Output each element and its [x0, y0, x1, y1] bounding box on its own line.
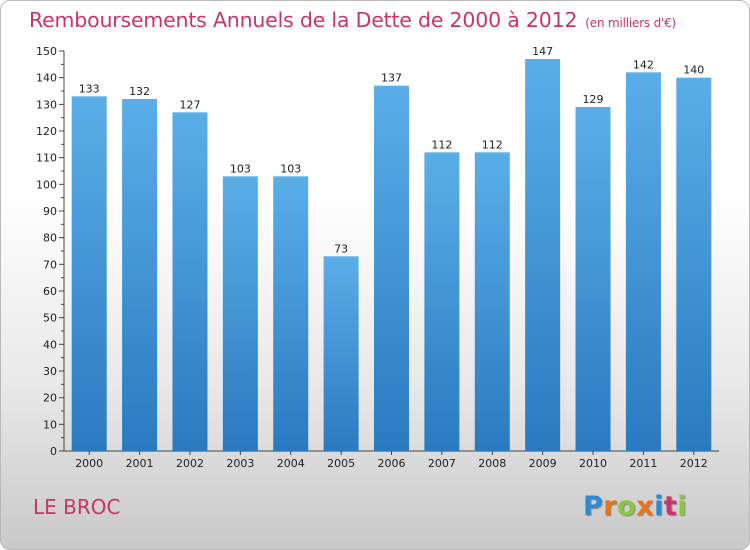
data-label: 112: [482, 138, 503, 151]
data-label: 132: [129, 85, 150, 98]
bar: [222, 176, 258, 452]
data-label: 147: [532, 45, 553, 58]
logo-letter: i: [677, 491, 688, 522]
bar: [474, 152, 510, 452]
data-label: 127: [179, 98, 200, 111]
data-label: 142: [633, 58, 654, 71]
data-label: 103: [280, 162, 301, 175]
y-tick-label: 110: [36, 152, 57, 165]
logo-letter: o: [617, 491, 637, 522]
labels: 133 132 127 103 103 73 137 112 112 147 129 142 140: [79, 45, 705, 255]
y-tick-label: 140: [36, 72, 57, 85]
logo-letter: t: [663, 491, 678, 522]
x-tick-label: 2010: [579, 457, 607, 470]
bar: [71, 96, 107, 451]
commune-name: LE BROC: [33, 495, 121, 519]
y-tick-label: 70: [43, 258, 57, 271]
bar: [625, 72, 661, 451]
x-tick-label: 2005: [327, 457, 355, 470]
y-tick-label: 40: [43, 338, 57, 351]
bar: [122, 99, 158, 451]
bar: [273, 176, 309, 452]
chart-title-text: Remboursements Annuels de la Dette de 20…: [29, 8, 578, 32]
x-tick-label: 2009: [529, 457, 557, 470]
proxiti-logo: Proxiti: [583, 491, 687, 522]
x-tick-label: 2003: [226, 457, 254, 470]
data-label: 73: [334, 242, 348, 255]
bar: [374, 85, 409, 452]
x-tick-label: 2004: [277, 457, 305, 470]
y-tick-label: 0: [50, 445, 57, 458]
bar: [575, 107, 611, 451]
data-label: 137: [381, 72, 402, 85]
logo-letter: x: [636, 491, 655, 522]
logo-letter: i: [654, 491, 664, 522]
x-tick-label: 2001: [126, 457, 154, 470]
x-tick-label: 2006: [378, 457, 406, 470]
x-tick-label: 2000: [75, 457, 103, 470]
chart-unit: (en milliers d'€): [585, 16, 677, 30]
x-tick-label: 2011: [629, 457, 657, 470]
y-tick-label: 10: [43, 418, 57, 431]
x-tick-label: 2008: [478, 457, 506, 470]
bar: [676, 77, 712, 452]
bars: [71, 59, 712, 452]
data-label: 140: [683, 64, 704, 77]
x-tick-label: 2012: [680, 457, 708, 470]
bar: [323, 256, 359, 451]
y-tick-label: 60: [43, 285, 57, 298]
data-label: 133: [79, 82, 100, 95]
y-tick-label: 20: [43, 392, 57, 405]
bar: [525, 59, 561, 451]
data-label: 129: [583, 93, 604, 106]
logo-letter: r: [603, 491, 618, 522]
axes: 0 10 20 30 40 50 60 70 80 90 100 110 120 130 140 150 200…: [36, 45, 719, 470]
y-tick-label: 50: [43, 312, 57, 325]
y-tick-label: 100: [36, 178, 57, 191]
y-tick-label: 80: [43, 232, 57, 245]
data-label: 103: [230, 162, 251, 175]
data-label: 112: [431, 138, 452, 151]
y-tick-label: 30: [43, 365, 57, 378]
y-tick-label: 90: [43, 205, 57, 218]
logo-letter: P: [583, 491, 604, 522]
x-tick-label: 2002: [176, 457, 204, 470]
y-tick-label: 130: [36, 98, 57, 111]
y-tick-label: 150: [36, 45, 57, 58]
x-tick-label: 2007: [428, 457, 456, 470]
bar: [172, 112, 208, 451]
y-tick-label: 120: [36, 125, 57, 138]
bar: [424, 152, 460, 452]
chart-title: Remboursements Annuels de la Dette de 20…: [29, 8, 676, 32]
